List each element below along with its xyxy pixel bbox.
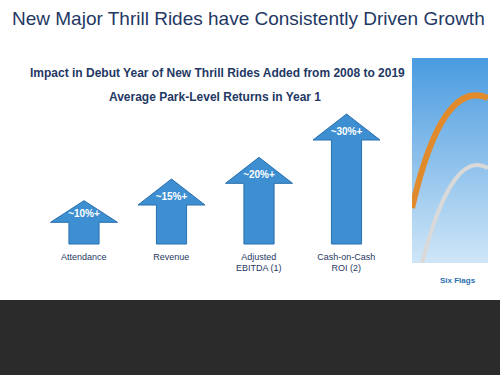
svg-text:Revenue: Revenue bbox=[153, 252, 189, 262]
svg-text:~20%+: ~20%+ bbox=[243, 169, 275, 180]
svg-text:ROI (2): ROI (2) bbox=[331, 263, 361, 273]
svg-text:~30%+: ~30%+ bbox=[331, 126, 363, 137]
html-text:Average Park-Level Returns in: Average Park-Level Returns in Year 1 bbox=[108, 90, 321, 104]
svg-text:EBITDA (1): EBITDA (1) bbox=[236, 263, 282, 273]
svg-text:~15%+: ~15%+ bbox=[156, 191, 188, 202]
svg-text:~10%+: ~10%+ bbox=[68, 208, 100, 219]
svg-text:Attendance: Attendance bbox=[61, 252, 107, 262]
svg-text:Cash-on-Cash: Cash-on-Cash bbox=[317, 252, 375, 262]
html-text:New Major Thrill Rides have Co: New Major Thrill Rides have Consistently… bbox=[12, 8, 485, 29]
svg-text:Adjusted: Adjusted bbox=[241, 252, 276, 262]
html-text:Six Flags: Six Flags bbox=[440, 276, 476, 285]
html-text:Impact in Debut Year of New Th: Impact in Debut Year of New Thrill Rides… bbox=[30, 66, 405, 80]
